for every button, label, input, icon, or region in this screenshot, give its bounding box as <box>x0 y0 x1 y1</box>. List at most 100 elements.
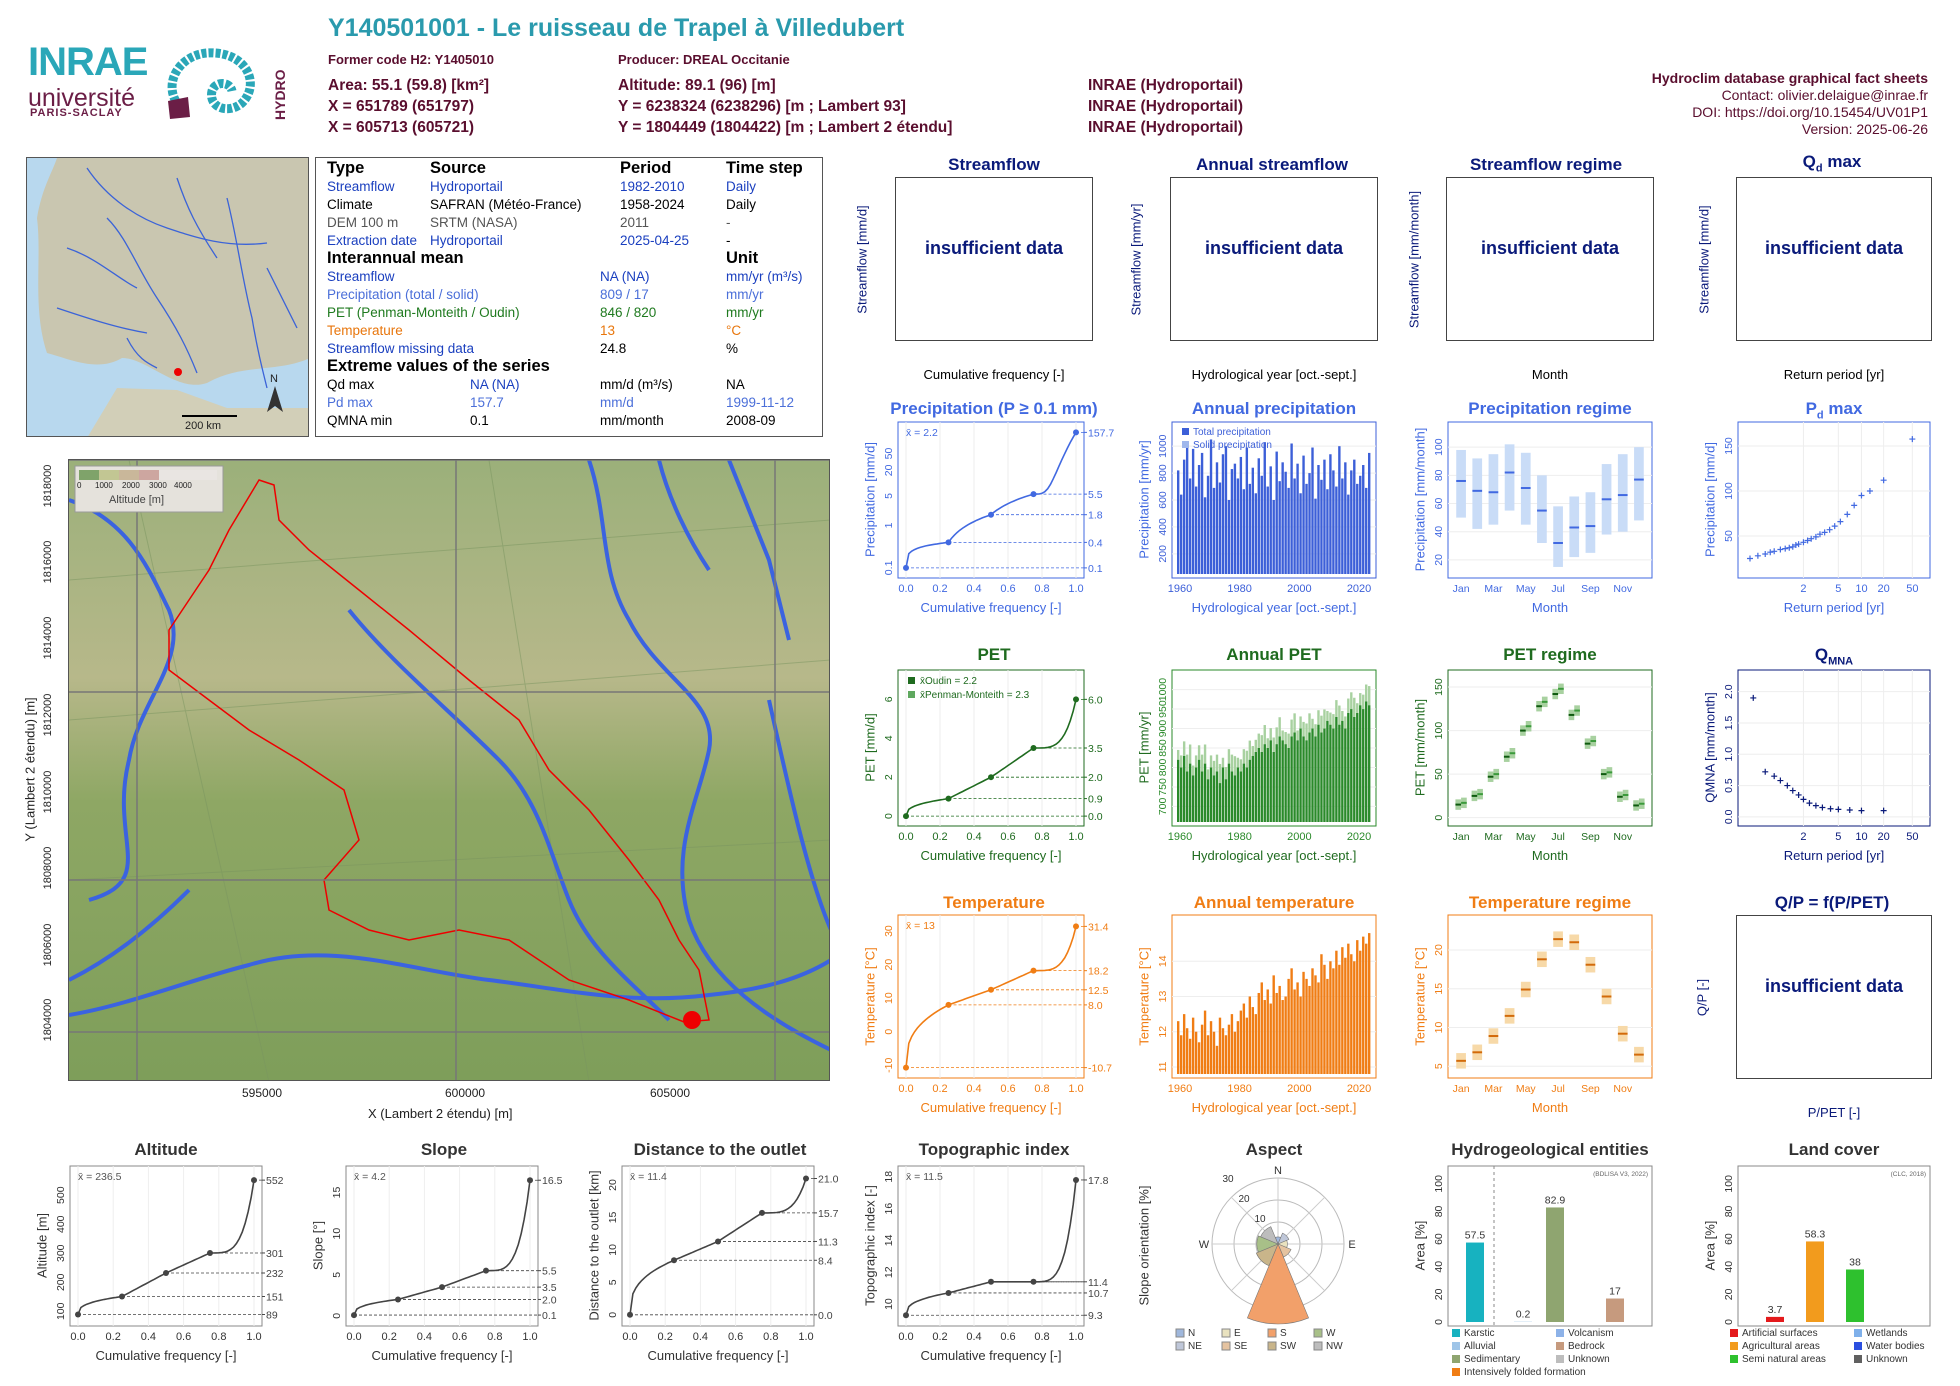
bar-pm <box>1266 738 1269 748</box>
bar-pm <box>1275 727 1278 745</box>
quantile-point <box>759 1209 765 1216</box>
y-tick-label: 20 <box>883 959 895 971</box>
temperature-regime-xlabel: Month <box>1531 1100 1569 1115</box>
plot-frame <box>897 914 1085 1079</box>
legend-swatch <box>1854 1329 1862 1337</box>
bar-pm <box>1338 705 1341 725</box>
x-tick-label: Nov <box>1613 831 1632 843</box>
point <box>1835 806 1842 813</box>
legend-swatch <box>1452 1368 1460 1376</box>
bar <box>1347 494 1350 574</box>
bar <box>1329 724 1332 822</box>
y-tick-label: 5 <box>1433 1063 1445 1069</box>
bar <box>1311 968 1314 1074</box>
precipitation-p-0-1-mm-title: Precipitation (P ≥ 0.1 mm) <box>890 399 1098 418</box>
temperature-ylabel: Temperature [°C] <box>862 946 878 1046</box>
precipitation-regime-chart: Jan Mar May Jul Sep Nov 20 40 60 80 100 <box>1433 421 1653 595</box>
bar <box>1308 732 1311 822</box>
x-tick-label: 1980 <box>1227 583 1251 595</box>
bar-pm <box>1236 757 1240 768</box>
y-tick-label: 12 <box>1157 1026 1169 1038</box>
map-xlabel: X (Lambert 2 étendu) [m] <box>368 1106 513 1121</box>
annual-precipitation-ylabel: Precipitation [mm/yr] <box>1136 440 1152 559</box>
bar <box>1302 455 1305 574</box>
bar <box>1177 470 1180 574</box>
x-tick-label: 2000 <box>1287 1083 1311 1095</box>
bar-pm <box>1251 746 1255 756</box>
source-1: INRAE (Hydroportail) <box>1088 77 1243 94</box>
point <box>1812 802 1819 809</box>
quantile-point <box>75 1311 81 1318</box>
compass-label: W <box>1199 1239 1210 1251</box>
bar-pm <box>1353 697 1356 717</box>
plot-frame <box>1737 669 1931 827</box>
y-tick-label: 80 <box>1433 1205 1445 1217</box>
legend-swatch <box>1267 1341 1277 1351</box>
x-tick-label: 0.8 <box>763 1331 778 1343</box>
qdmax-title: Qd max <box>1802 152 1862 175</box>
bar <box>1179 494 1183 574</box>
range-box <box>1472 458 1483 529</box>
pet-regime-chart: Jan Mar May Jul Sep Nov 0 50 100 150 <box>1433 669 1653 843</box>
bar-pm <box>1356 703 1359 713</box>
legend-label: SW <box>1280 1341 1297 1352</box>
annual-temperature-xlabel: Hydrological year [oct.-sept.] <box>1191 1100 1357 1115</box>
bar <box>1224 446 1228 574</box>
bar <box>1248 483 1252 574</box>
temperature-chart: 31.4 18.2 12.5 8.0 -10.7 0.0 0.2 0.4 0.6 0.8 1.0 -1… <box>883 914 1112 1095</box>
x93-value: X = 651789 (651797) <box>328 98 475 115</box>
point <box>1851 502 1858 509</box>
bar <box>1263 442 1266 574</box>
right-tick-label: -10.7 <box>1088 1063 1112 1075</box>
altitude-xlabel: Cumulative frequency [-] <box>95 1348 237 1363</box>
bar <box>1338 446 1341 574</box>
bar <box>1177 759 1180 822</box>
bar <box>1281 462 1284 574</box>
bar-pm <box>1245 750 1249 768</box>
doi-link[interactable]: DOI: https://doi.org/10.15454/UV01P1 <box>1692 104 1928 120</box>
bar <box>1305 483 1308 574</box>
point <box>1806 800 1813 807</box>
bar <box>1254 1014 1257 1074</box>
y-tick-label: 100 <box>1433 1175 1445 1193</box>
x-tick-label: 20 <box>1878 831 1890 843</box>
y-tick-label: 100 <box>1433 722 1445 740</box>
x-tick-label: 0.8 <box>211 1331 226 1343</box>
location-map-svg <box>37 158 308 436</box>
legend-swatch <box>1854 1355 1862 1363</box>
bar <box>1188 478 1192 574</box>
precipitation-regime-xlabel: Month <box>1531 600 1569 615</box>
contact[interactable]: Contact: olivier.delaigue@inrae.fr <box>1721 87 1928 103</box>
bar <box>1362 465 1365 574</box>
bar <box>1185 1028 1189 1074</box>
bar <box>1194 1031 1198 1074</box>
bar <box>1341 478 1344 574</box>
point <box>1762 551 1769 557</box>
legend-swatch <box>1452 1329 1460 1337</box>
x-tick-label: 0.2 <box>106 1331 121 1343</box>
y-tick-label: 10 <box>1433 1022 1445 1034</box>
y-tick-label: 0 <box>607 1312 619 1318</box>
x-tick-label: 0.4 <box>966 831 981 843</box>
bar <box>1290 443 1293 574</box>
qp-title: Q/P = f(P/PET) <box>1774 893 1890 912</box>
area-value: Area: 55.1 (59.8) [km²] <box>328 77 490 94</box>
source-label: (CLC, 2018) <box>1891 1171 1926 1178</box>
x-tick-label: May <box>1516 831 1537 843</box>
y-tick-label: 300 <box>55 1244 67 1262</box>
mean-label: x̄ = 236.5 <box>78 1171 122 1183</box>
extreme-qdmax: Qd max NA (NA) mm/d (m³/s) NA <box>327 377 745 392</box>
temperature-regime-ylabel: Temperature [°C] <box>1412 946 1428 1046</box>
pet-title: PET <box>977 645 1011 664</box>
bar-pm <box>1317 710 1320 725</box>
bar <box>1278 736 1281 822</box>
y-tick-label: 40 <box>1723 1261 1735 1273</box>
point <box>1784 782 1791 789</box>
bar <box>1290 736 1293 822</box>
bar <box>1209 767 1213 822</box>
bar <box>1233 463 1237 574</box>
x-tick-label: 0.0 <box>898 583 913 595</box>
streamflow-msg: insufficient data <box>924 238 1063 258</box>
pet-regime-ylabel: PET [mm/month] <box>1412 698 1428 797</box>
bar <box>1269 466 1272 574</box>
